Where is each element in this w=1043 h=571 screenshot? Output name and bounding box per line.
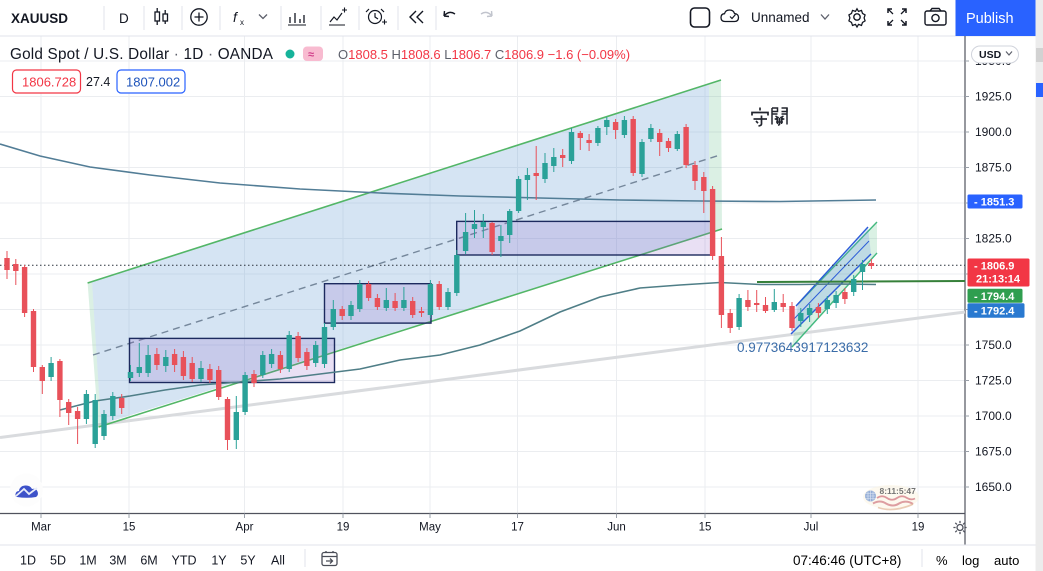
svg-text:5D: 5D [50,554,66,568]
svg-text:log: log [962,553,979,568]
svg-text:1750.0: 1750.0 [975,338,1012,352]
svg-text:3M: 3M [109,554,126,568]
svg-text:1806.728: 1806.728 [22,75,76,90]
svg-text:Jun: Jun [607,522,626,534]
svg-text:Mar: Mar [31,522,51,534]
svg-text:O1808.5 H1808.6 L1806.7 C1806.: O1808.5 H1808.6 L1806.7 C1806.9 −1.6 (−0… [338,47,630,62]
svg-text:XAUUSD: XAUUSD [11,11,68,26]
svg-text:Gold Spot / U.S. Dollar · 1D ·: Gold Spot / U.S. Dollar · 1D · OANDA [10,46,274,63]
svg-text:x: x [240,18,244,27]
svg-text:1825.0: 1825.0 [975,232,1012,246]
svg-text:15: 15 [699,522,712,534]
svg-text:D: D [119,11,129,26]
svg-text:- 1792.4: - 1792.4 [974,306,1015,318]
svg-text:- 1806.9: - 1806.9 [974,261,1014,273]
svg-text:≈: ≈ [308,49,314,61]
svg-text:- 1794.4: - 1794.4 [974,291,1015,303]
svg-text:- 1851.3: - 1851.3 [974,197,1014,209]
svg-text:15: 15 [123,522,136,534]
svg-text:1725.0: 1725.0 [975,374,1012,388]
svg-text:1675.0: 1675.0 [975,445,1012,459]
svg-text:19: 19 [912,522,925,534]
svg-text:6M: 6M [140,554,157,568]
svg-text:Jul: Jul [804,522,819,534]
svg-text:f: f [233,9,239,25]
svg-text:5Y: 5Y [240,554,256,568]
svg-text:27.4: 27.4 [86,75,110,89]
svg-text:17: 17 [511,522,524,534]
svg-text:All: All [271,554,285,568]
svg-text:8:11:5:47: 8:11:5:47 [880,486,917,496]
svg-text:1M: 1M [79,554,96,568]
svg-text:1900.0: 1900.0 [975,125,1012,139]
svg-text:1875.0: 1875.0 [975,161,1012,175]
svg-text:1650.0: 1650.0 [975,480,1012,494]
svg-text:1700.0: 1700.0 [975,409,1012,423]
svg-text:19: 19 [337,522,350,534]
svg-text:USD: USD [979,49,1002,61]
svg-text:21:13:14: 21:13:14 [976,274,1021,286]
svg-text:May: May [419,522,441,534]
svg-text:auto: auto [994,553,1019,568]
svg-text:YTD: YTD [172,554,197,568]
svg-text:Apr: Apr [236,522,254,534]
svg-text:1807.002: 1807.002 [126,75,180,90]
svg-text:%: % [936,553,948,568]
svg-text:1D: 1D [20,554,36,568]
svg-text:0.9773643917123632: 0.9773643917123632 [737,340,868,355]
svg-text:07:46:46 (UTC+8): 07:46:46 (UTC+8) [793,553,901,568]
svg-text:1925.0: 1925.0 [975,90,1012,104]
svg-text:Publish: Publish [966,11,1014,27]
svg-text:Unnamed: Unnamed [751,10,810,25]
svg-text:1Y: 1Y [211,554,227,568]
